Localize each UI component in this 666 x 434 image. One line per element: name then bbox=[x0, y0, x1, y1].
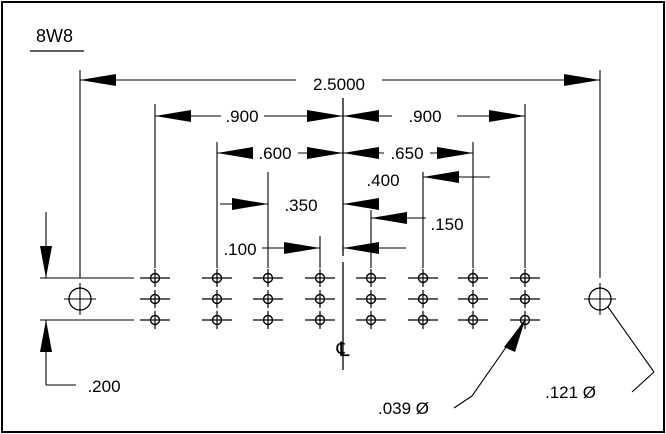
extension-lines bbox=[79, 70, 601, 278]
dim-right-near-text: .150 bbox=[430, 215, 463, 234]
contact-pin bbox=[202, 290, 232, 308]
contact-pin bbox=[356, 290, 386, 308]
contact-pin bbox=[140, 269, 170, 287]
contact-pin bbox=[510, 290, 540, 308]
dim-row-pitch-text: .200 bbox=[87, 377, 120, 396]
callout-small-hole: .039 Ø bbox=[378, 319, 526, 418]
contact-pin bbox=[305, 269, 335, 287]
contact-pin bbox=[253, 269, 283, 287]
callout-small-hole-text: .039 Ø bbox=[378, 399, 429, 418]
dim-right-inner: .400 bbox=[366, 171, 490, 190]
dim-left-inner: .350 bbox=[220, 196, 379, 215]
contact-pin bbox=[305, 311, 335, 329]
contact-pin bbox=[408, 290, 438, 308]
dim-left-near-text: .100 bbox=[223, 240, 256, 259]
dim-row-pitch: .200 bbox=[40, 212, 121, 396]
part-label: 8W8 bbox=[36, 26, 73, 46]
dim-mid: .600 .650 bbox=[217, 144, 473, 163]
callout-mount-hole: .121 Ø bbox=[545, 306, 655, 402]
contact-pin-grid bbox=[140, 269, 540, 329]
contact-pin bbox=[202, 269, 232, 287]
contact-pin bbox=[356, 311, 386, 329]
contact-pin bbox=[253, 311, 283, 329]
dim-left-near: .100 bbox=[223, 240, 406, 259]
dim-right-mid-text: .650 bbox=[390, 144, 423, 163]
dim-right-inner-text: .400 bbox=[366, 171, 399, 190]
contact-pin bbox=[356, 269, 386, 287]
contact-pin bbox=[458, 269, 488, 287]
dim-outer: .900 .900 bbox=[155, 107, 525, 126]
contact-pin bbox=[305, 290, 335, 308]
dim-right-outer-text: .900 bbox=[408, 107, 441, 126]
hole-row-lines bbox=[40, 277, 134, 321]
dim-left-mid-text: .600 bbox=[258, 144, 291, 163]
contact-pin bbox=[458, 290, 488, 308]
mounting-hole-right bbox=[584, 283, 616, 315]
mounting-hole-left bbox=[64, 283, 96, 315]
centerline-symbol: ℄ bbox=[336, 339, 350, 361]
dim-left-inner-text: .350 bbox=[284, 196, 317, 215]
dim-overall: 2.5000 bbox=[80, 74, 600, 94]
contact-pin bbox=[408, 269, 438, 287]
contact-pin bbox=[140, 311, 170, 329]
callout-mount-hole-text: .121 Ø bbox=[545, 383, 596, 402]
contact-pin bbox=[253, 290, 283, 308]
contact-pin bbox=[140, 290, 170, 308]
dim-left-outer-text: .900 bbox=[225, 107, 258, 126]
contact-pin bbox=[510, 269, 540, 287]
dim-right-near: .150 bbox=[371, 212, 464, 234]
contact-pin bbox=[458, 311, 488, 329]
contact-pin bbox=[202, 311, 232, 329]
contact-pin bbox=[408, 311, 438, 329]
dim-overall-text: 2.5000 bbox=[313, 75, 365, 94]
